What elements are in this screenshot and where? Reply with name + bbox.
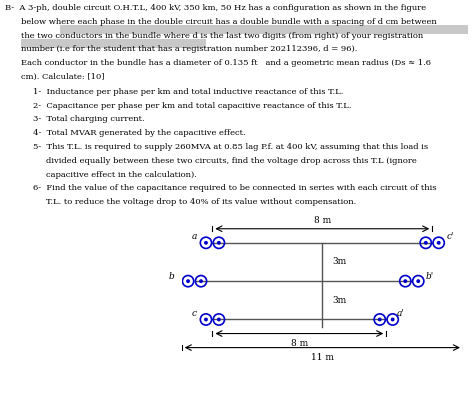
Circle shape	[438, 242, 440, 244]
Circle shape	[404, 280, 407, 282]
Text: a: a	[192, 232, 197, 241]
Text: the two conductors in the bundle where d is the last two digits (from right) of : the two conductors in the bundle where d…	[21, 32, 424, 40]
Circle shape	[425, 242, 427, 244]
Text: 11 m: 11 m	[311, 353, 334, 362]
Bar	[21, 39, 206, 48]
Text: b': b'	[426, 272, 434, 280]
Text: 6-  Find the value of the capacitance required to be connected in series with ea: 6- Find the value of the capacitance req…	[33, 184, 437, 192]
Circle shape	[218, 318, 220, 321]
Text: below where each phase in the double circuit has a double bundle with a spacing : below where each phase in the double cir…	[21, 18, 437, 26]
Text: 5-  This T.L. is required to supply 260MVA at 0.85 lag P.f. at 400 kV, assuming : 5- This T.L. is required to supply 260MV…	[33, 143, 428, 151]
Text: b: b	[169, 272, 175, 280]
Text: T.L. to reduce the voltage drop to 40% of its value without compensation.: T.L. to reduce the voltage drop to 40% o…	[46, 198, 357, 206]
Text: B-  A 3-ph, double circuit O.H.T.L, 400 kV, 350 km, 50 Hz has a configuration as: B- A 3-ph, double circuit O.H.T.L, 400 k…	[5, 4, 426, 12]
Circle shape	[187, 280, 189, 282]
Text: a': a'	[396, 308, 404, 318]
Text: cm). Calculate: [10]: cm). Calculate: [10]	[21, 73, 105, 81]
Text: 8 m: 8 m	[314, 216, 331, 225]
Circle shape	[205, 318, 207, 321]
Text: 1-  Inductance per phase per km and total inductive reactance of this T.L.: 1- Inductance per phase per km and total…	[33, 88, 344, 96]
Text: 8 m: 8 m	[291, 339, 308, 348]
Text: 3-  Total charging current.: 3- Total charging current.	[33, 115, 145, 123]
Text: number (i.e for the student that has a registration number 202112396, d = 96).: number (i.e for the student that has a r…	[21, 45, 358, 53]
Text: Each conductor in the bundle has a diameter of 0.135 ft   and a geometric mean r: Each conductor in the bundle has a diame…	[21, 59, 431, 67]
Circle shape	[218, 242, 220, 244]
Text: 2-  Capacitance per phase per km and total capacitive reactance of this T.L.: 2- Capacitance per phase per km and tota…	[33, 102, 352, 109]
Text: 3m: 3m	[333, 296, 347, 305]
Circle shape	[417, 280, 419, 282]
Circle shape	[379, 318, 381, 321]
Text: divided equally between these two circuits, find the voltage drop across this T.: divided equally between these two circui…	[46, 157, 417, 165]
Circle shape	[200, 280, 202, 282]
Text: capacitive effect in the calculation).: capacitive effect in the calculation).	[46, 171, 197, 179]
Bar	[60, 25, 468, 34]
Text: 4-  Total MVAR generated by the capacitive effect.: 4- Total MVAR generated by the capacitiv…	[33, 129, 246, 137]
Text: c': c'	[447, 232, 454, 241]
Circle shape	[392, 318, 394, 321]
Circle shape	[205, 242, 207, 244]
Text: 3m: 3m	[333, 258, 347, 267]
Text: c: c	[192, 308, 197, 318]
